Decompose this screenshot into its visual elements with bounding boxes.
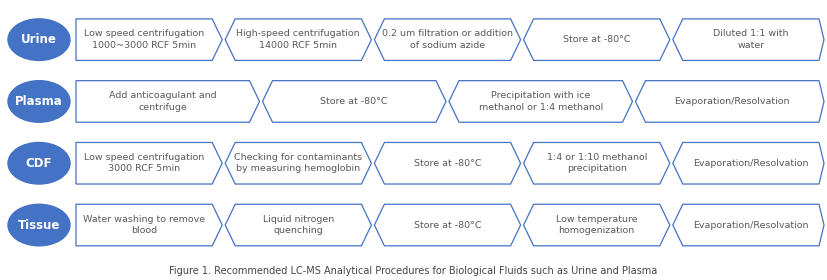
Text: 1:4 or 1:10 methanol
precipitation: 1:4 or 1:10 methanol precipitation bbox=[547, 153, 647, 174]
Polygon shape bbox=[673, 19, 824, 60]
Text: Store at -80°C: Store at -80°C bbox=[414, 221, 481, 230]
Polygon shape bbox=[76, 143, 222, 184]
Polygon shape bbox=[635, 81, 824, 122]
Polygon shape bbox=[225, 204, 371, 246]
Polygon shape bbox=[225, 19, 371, 60]
Text: Low speed centrifugation
3000 RCF 5min: Low speed centrifugation 3000 RCF 5min bbox=[84, 153, 204, 174]
Polygon shape bbox=[523, 204, 670, 246]
Text: Tissue: Tissue bbox=[18, 218, 60, 232]
Text: Add anticoagulant and
centrifuge: Add anticoagulant and centrifuge bbox=[109, 91, 217, 112]
Text: Plasma: Plasma bbox=[15, 95, 63, 108]
Polygon shape bbox=[523, 19, 670, 60]
Polygon shape bbox=[523, 143, 670, 184]
Polygon shape bbox=[76, 81, 260, 122]
Polygon shape bbox=[262, 81, 446, 122]
Text: Urine: Urine bbox=[21, 33, 57, 46]
Polygon shape bbox=[449, 81, 633, 122]
Ellipse shape bbox=[8, 81, 70, 122]
Polygon shape bbox=[375, 204, 521, 246]
Text: Store at -80°C: Store at -80°C bbox=[321, 97, 388, 106]
Text: Evaporation/Resolvation: Evaporation/Resolvation bbox=[693, 221, 809, 230]
Text: High-speed centrifugation
14000 RCF 5min: High-speed centrifugation 14000 RCF 5min bbox=[237, 29, 360, 50]
Polygon shape bbox=[76, 19, 222, 60]
Text: Precipitation with ice
methanol or 1:4 methanol: Precipitation with ice methanol or 1:4 m… bbox=[479, 91, 603, 112]
Text: Figure 1. Recommended LC-MS Analytical Procedures for Biological Fluids such as : Figure 1. Recommended LC-MS Analytical P… bbox=[170, 266, 657, 276]
Polygon shape bbox=[673, 143, 824, 184]
Text: Evaporation/Resolvation: Evaporation/Resolvation bbox=[675, 97, 790, 106]
Text: Water washing to remove
blood: Water washing to remove blood bbox=[83, 215, 205, 235]
Text: 0.2 um filtration or addition
of sodium azide: 0.2 um filtration or addition of sodium … bbox=[382, 29, 513, 50]
Polygon shape bbox=[375, 143, 521, 184]
Polygon shape bbox=[76, 204, 222, 246]
Text: Low temperature
homogenization: Low temperature homogenization bbox=[556, 215, 638, 235]
Ellipse shape bbox=[8, 19, 70, 60]
Text: Store at -80°C: Store at -80°C bbox=[414, 159, 481, 168]
Text: CDF: CDF bbox=[26, 157, 52, 170]
Polygon shape bbox=[225, 143, 371, 184]
Text: Evaporation/Resolvation: Evaporation/Resolvation bbox=[693, 159, 809, 168]
Ellipse shape bbox=[8, 143, 70, 184]
Text: Store at -80°C: Store at -80°C bbox=[563, 35, 630, 44]
Polygon shape bbox=[673, 204, 824, 246]
Text: Diluted 1:1 with
water: Diluted 1:1 with water bbox=[713, 29, 789, 50]
Text: Checking for contaminants
by measuring hemoglobin: Checking for contaminants by measuring h… bbox=[234, 153, 362, 174]
Text: Low speed centrifugation
1000~3000 RCF 5min: Low speed centrifugation 1000~3000 RCF 5… bbox=[84, 29, 204, 50]
Text: Liquid nitrogen
quenching: Liquid nitrogen quenching bbox=[263, 215, 334, 235]
Polygon shape bbox=[375, 19, 521, 60]
Ellipse shape bbox=[8, 204, 70, 246]
